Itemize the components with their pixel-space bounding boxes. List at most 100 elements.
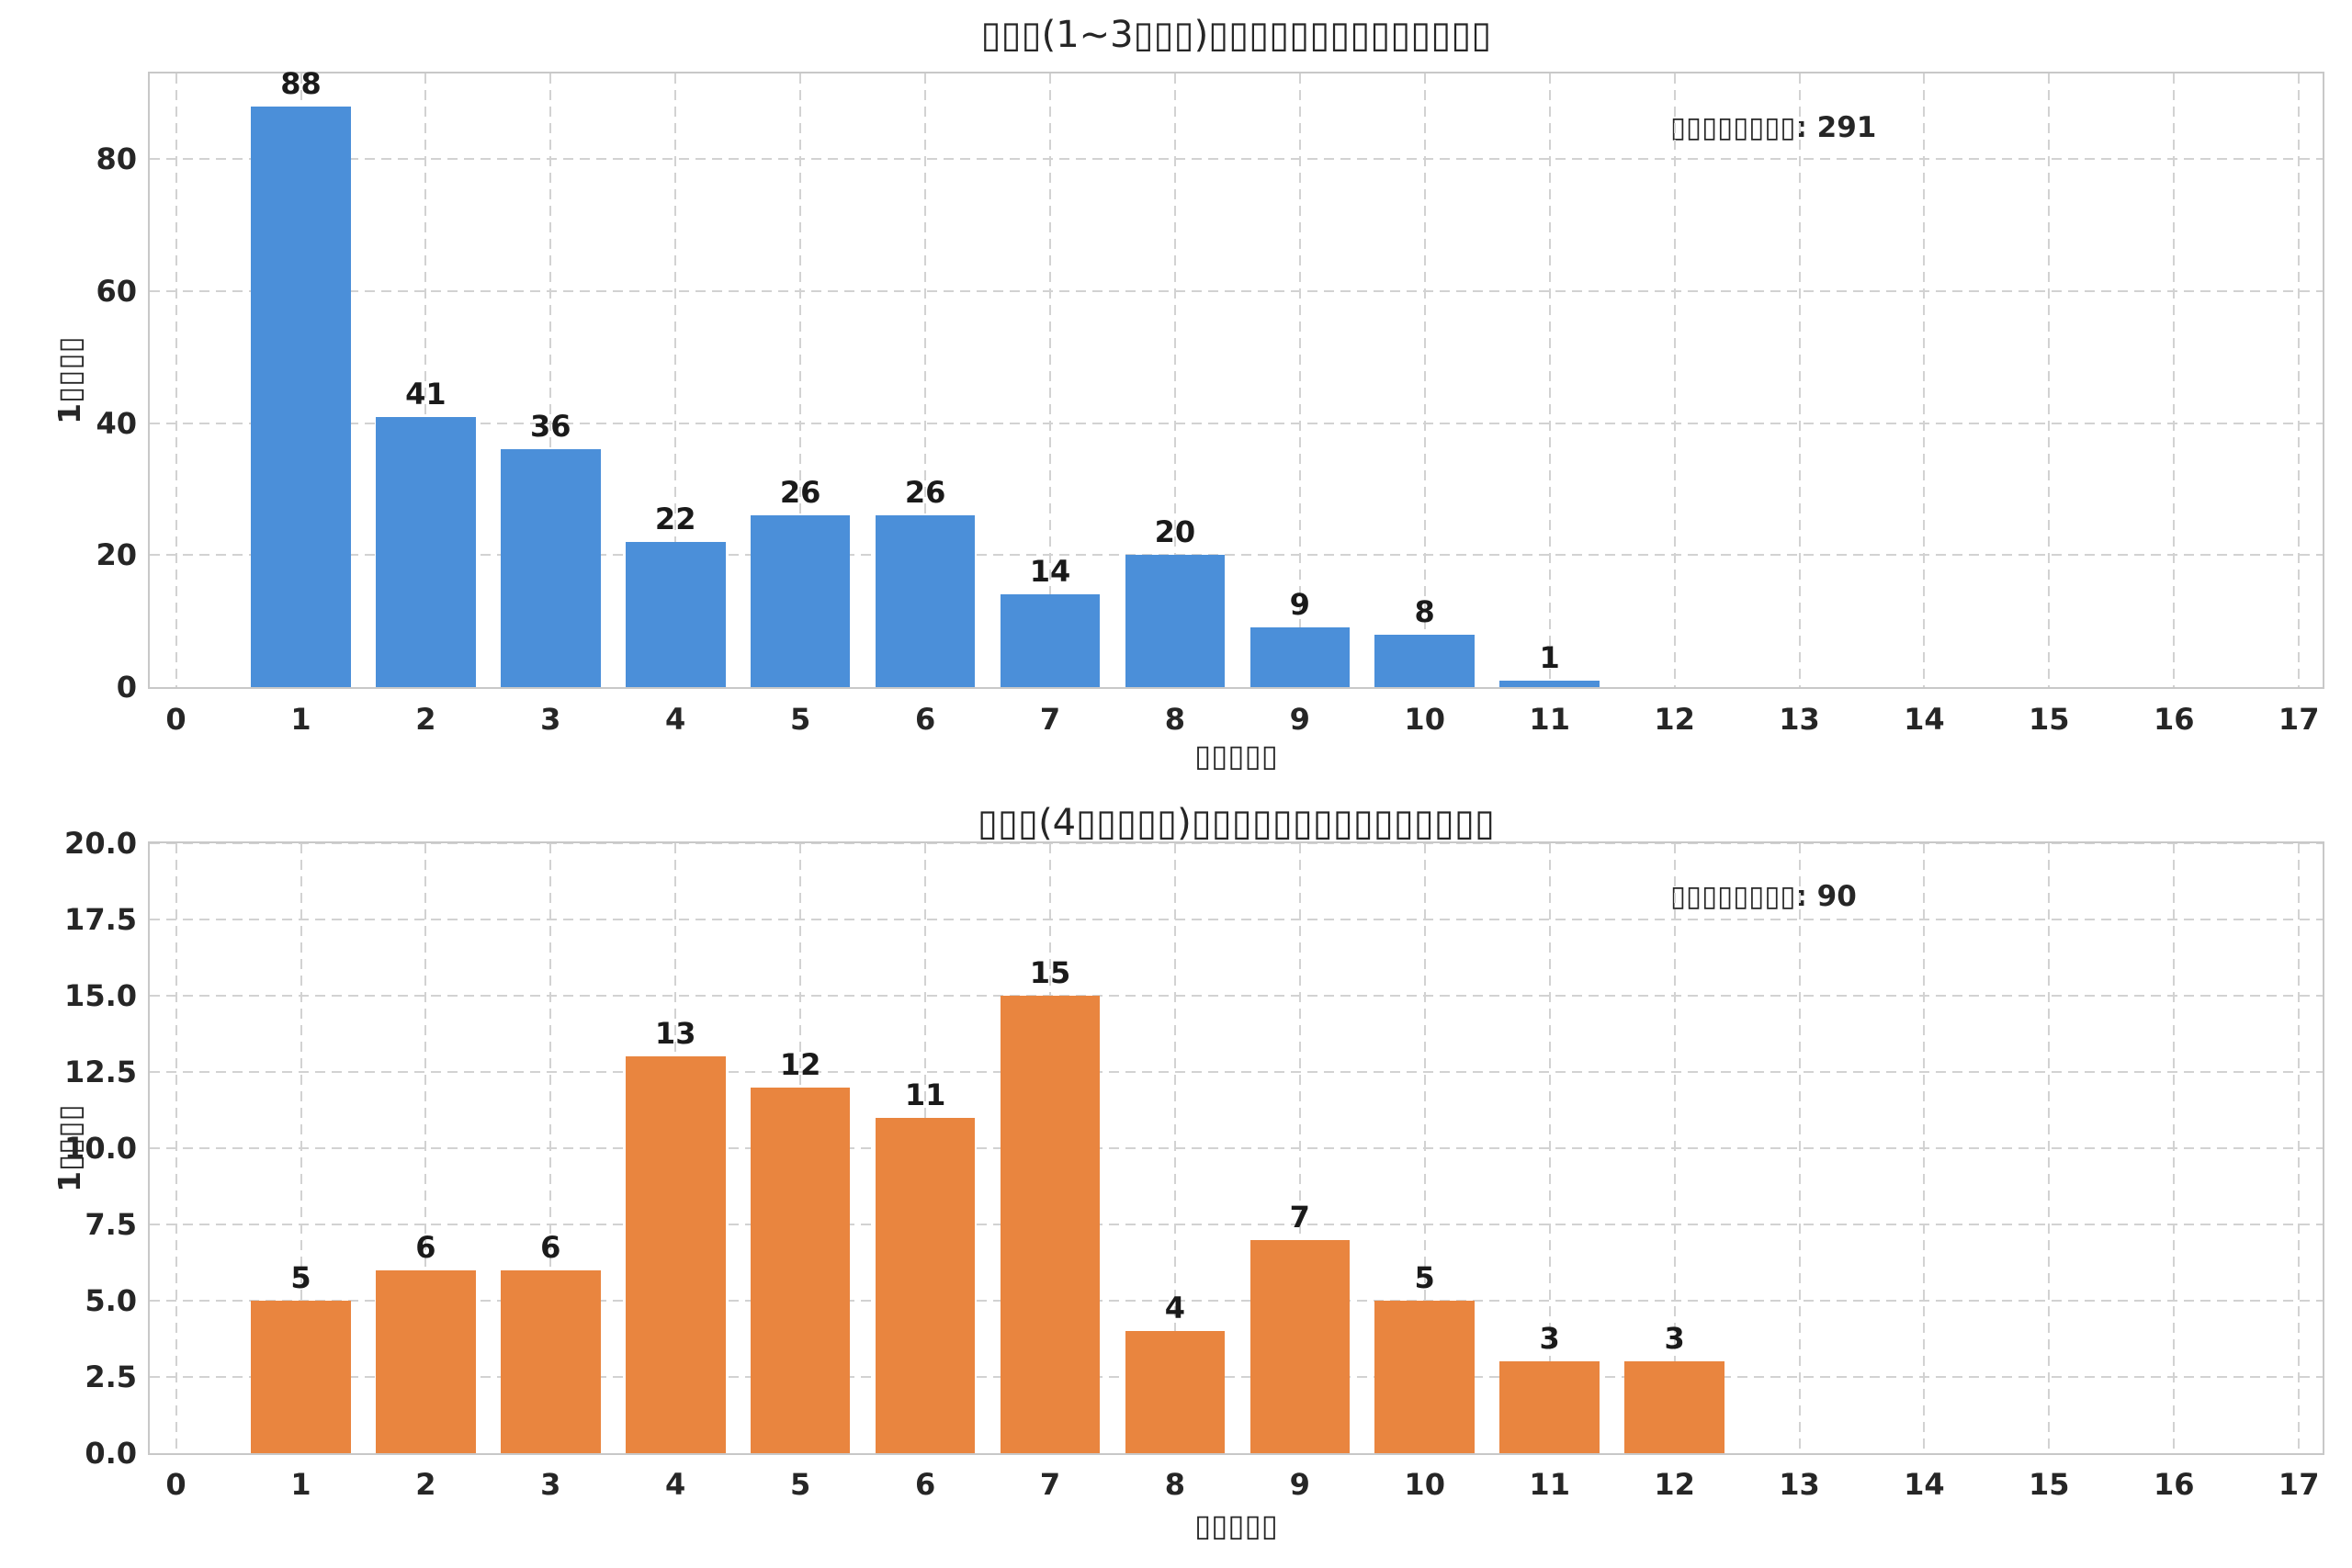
chart-1-x-tick-label: 17 xyxy=(2278,702,2320,737)
chart-1-bar-8 xyxy=(1125,555,1226,687)
chart-2-horizontal-gridline xyxy=(150,842,2323,844)
chart-1-vertical-gridline xyxy=(1798,73,1801,687)
chart-1-bar-value-label: 9 xyxy=(1289,587,1310,623)
chart-2-bar-12 xyxy=(1624,1361,1724,1453)
chart-2-bar-value-label: 4 xyxy=(1164,1291,1186,1326)
chart-2-title: ▯▯▯(4▯▯▯▯▯)▯▯▯▯▯▯▯▯▯▯▯▯▯▯▯ xyxy=(978,802,1495,844)
chart-1-vertical-gridline xyxy=(175,73,177,687)
chart-1-x-tick-label: 4 xyxy=(665,702,686,737)
chart-2-bar-3 xyxy=(500,1269,601,1453)
chart-1-vertical-gridline xyxy=(924,73,927,687)
chart-1-bar-value-label: 36 xyxy=(530,409,571,445)
chart-1-bar-value-label: 41 xyxy=(405,376,447,412)
chart-2-x-tick-label: 3 xyxy=(540,1467,561,1502)
chart-1-vertical-gridline xyxy=(1923,73,1926,687)
chart-1-vertical-gridline xyxy=(424,73,427,687)
chart-1-bar-3 xyxy=(500,449,601,687)
chart-2-y-tick-label: 17.5 xyxy=(64,902,137,937)
chart-1-horizontal-gridline xyxy=(150,158,2323,161)
chart-2-bar-value-label: 13 xyxy=(654,1016,696,1052)
chart-2-y-tick-label: 15.0 xyxy=(64,978,137,1013)
chart-2-horizontal-gridline xyxy=(150,1376,2323,1378)
chart-1-bar-value-label: 8 xyxy=(1414,593,1435,629)
chart-2-bar-value-label: 11 xyxy=(904,1077,946,1112)
chart-2-bar-2 xyxy=(376,1269,476,1453)
chart-1-vertical-gridline xyxy=(799,73,802,687)
chart-1-bar-10 xyxy=(1374,634,1476,687)
chart-1-total-annotation: ▯▯▯▯▯▯▯▯: 291 xyxy=(1670,111,1877,144)
chart-1-bar-value-label: 14 xyxy=(1029,554,1071,590)
chart-1-x-tick-label: 16 xyxy=(2154,702,2195,737)
chart-1-vertical-gridline xyxy=(1673,73,1676,687)
chart-1-x-tick-label: 11 xyxy=(1529,702,1570,737)
chart-1-x-tick-label: 9 xyxy=(1289,702,1310,737)
chart-2-x-tick-label: 15 xyxy=(2029,1467,2070,1502)
chart-1-bar-value-label: 88 xyxy=(280,65,322,101)
chart-2-x-tick-label: 17 xyxy=(2278,1467,2320,1502)
chart-1-x-tick-label: 14 xyxy=(1904,702,1945,737)
chart-1-x-tick-label: 6 xyxy=(914,702,936,737)
chart-1-horizontal-gridline xyxy=(150,554,2323,557)
chart-1-x-axis-label: ▯▯▯▯▯ xyxy=(1194,738,1278,773)
chart-1-x-tick-label: 10 xyxy=(1404,702,1445,737)
chart-2-bar-5 xyxy=(750,1087,851,1453)
chart-1-bar-7 xyxy=(1000,594,1101,687)
chart-2-x-axis-label: ▯▯▯▯▯ xyxy=(1194,1507,1278,1543)
chart-2-x-tick-label: 11 xyxy=(1529,1467,1570,1502)
chart-1-bar-9 xyxy=(1250,627,1351,687)
chart-1-x-tick-label: 12 xyxy=(1654,702,1695,737)
chart-2-y-tick-label: 0.0 xyxy=(85,1436,137,1471)
chart-2-horizontal-gridline xyxy=(150,1224,2323,1225)
chart-2-bar-value-label: 6 xyxy=(415,1229,436,1265)
chart-1-x-tick-label: 15 xyxy=(2029,702,2070,737)
chart-1-vertical-gridline xyxy=(2173,73,2176,687)
chart-2-x-tick-label: 10 xyxy=(1404,1467,1445,1502)
chart-2-x-tick-label: 8 xyxy=(1164,1467,1186,1502)
chart-1-y-tick-label: 40 xyxy=(96,405,137,441)
chart-2-bar-1 xyxy=(251,1301,351,1453)
chart-1-bar-4 xyxy=(625,542,726,687)
chart-2-bar-7 xyxy=(1000,996,1101,1453)
chart-1-x-tick-label: 13 xyxy=(1779,702,1820,737)
chart-1-x-tick-label: 8 xyxy=(1164,702,1186,737)
chart-2-x-tick-label: 4 xyxy=(665,1467,686,1502)
chart-2-x-tick-label: 13 xyxy=(1779,1467,1820,1502)
chart-2-y-tick-label: 20.0 xyxy=(64,826,137,861)
chart-2-bar-value-label: 5 xyxy=(1414,1260,1435,1295)
chart-1-vertical-gridline xyxy=(1423,73,1426,687)
chart-2-x-tick-label: 1 xyxy=(290,1467,311,1502)
chart-2-x-tick-label: 5 xyxy=(789,1467,811,1502)
chart-1-bar-value-label: 26 xyxy=(779,475,821,511)
chart-2-bar-value-label: 5 xyxy=(290,1260,311,1295)
chart-1-x-tick-label: 5 xyxy=(789,702,811,737)
chart-1-horizontal-gridline xyxy=(150,290,2323,292)
chart-2-bar-value-label: 3 xyxy=(1664,1321,1685,1357)
chart-1-y-tick-label: 60 xyxy=(96,274,137,309)
chart-2-horizontal-gridline xyxy=(150,1071,2323,1073)
chart-2-bar-value-label: 12 xyxy=(779,1046,821,1082)
chart-1-bar-5 xyxy=(750,515,851,687)
chart-1-y-tick-label: 80 xyxy=(96,141,137,177)
chart-1-y-axis-label: 1▯▯▯▯ xyxy=(51,336,87,424)
chart-1-vertical-gridline xyxy=(1049,73,1051,687)
chart-2-x-tick-label: 0 xyxy=(165,1467,187,1502)
chart-2-bar-value-label: 6 xyxy=(540,1229,561,1265)
chart-1-vertical-gridline xyxy=(1173,73,1176,687)
chart-1-x-tick-label: 7 xyxy=(1039,702,1061,737)
chart-1-x-tick-label: 2 xyxy=(415,702,436,737)
chart-1-x-tick-label: 1 xyxy=(290,702,311,737)
chart-2-x-tick-label: 2 xyxy=(415,1467,436,1502)
chart-1-bar-6 xyxy=(875,515,976,687)
chart-2-bar-8 xyxy=(1125,1331,1226,1453)
chart-2-bar-value-label: 7 xyxy=(1289,1199,1310,1235)
chart-2-x-tick-label: 9 xyxy=(1289,1467,1310,1502)
chart-2-total-annotation: ▯▯▯▯▯▯▯▯: 90 xyxy=(1670,880,1857,913)
chart-1-vertical-gridline xyxy=(549,73,552,687)
chart-2-y-tick-label: 12.5 xyxy=(64,1055,137,1089)
chart-2-x-tick-label: 7 xyxy=(1039,1467,1061,1502)
chart-1-bar-value-label: 1 xyxy=(1539,639,1560,675)
chart-2-bar-4 xyxy=(625,1056,726,1453)
chart-2-bar-6 xyxy=(875,1117,976,1453)
chart-1-bar-value-label: 20 xyxy=(1154,514,1196,550)
